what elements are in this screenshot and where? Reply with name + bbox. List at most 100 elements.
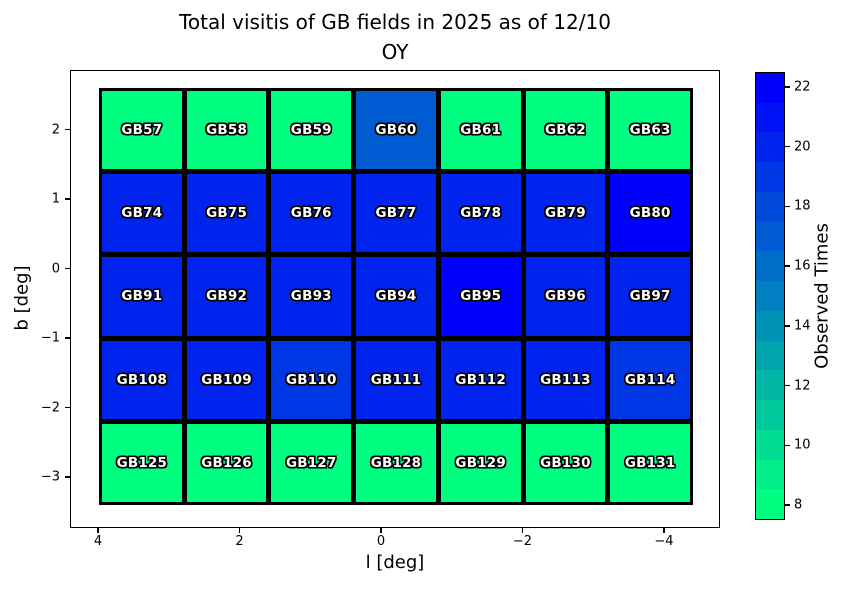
y-tick-label: −3: [40, 469, 60, 485]
field-cell-label: GB77: [375, 205, 417, 222]
field-cell-gb130: GB130: [525, 423, 606, 502]
field-cell-gb113: GB113: [525, 340, 606, 419]
colorbar-band: [756, 281, 784, 311]
field-cell-label: GB79: [544, 205, 586, 222]
field-cell-gb96: GB96: [525, 257, 606, 336]
colorbar-tick-mark: [785, 384, 790, 387]
field-cell-label: GB62: [544, 122, 586, 139]
y-tick-label: 1: [51, 191, 60, 207]
field-cell-label: GB108: [116, 371, 168, 388]
field-cell-gb109: GB109: [186, 340, 267, 419]
field-cell-gb93: GB93: [271, 257, 352, 336]
colorbar-band: [756, 191, 784, 222]
colorbar-tick-label: 20: [794, 139, 811, 155]
field-cell-label: GB128: [370, 454, 422, 471]
colorbar-tick-label: 10: [794, 437, 811, 453]
field-cell-label: GB129: [455, 454, 506, 471]
field-cell-label: GB94: [375, 288, 417, 305]
x-axis-label: l [deg]: [365, 552, 425, 573]
field-heatmap-grid: GB57 GB58 GB59 GB60 GB61 GB62 GB63 GB74 GB75 GB76…: [99, 88, 693, 505]
colorbar-tick-mark: [785, 205, 790, 208]
field-cell-gb129: GB129: [440, 423, 521, 502]
colorbar-tick-label: 16: [794, 258, 811, 274]
field-cell-label: GB114: [624, 371, 676, 388]
colorbar-band: [756, 102, 784, 133]
field-cell-gb92: GB92: [186, 257, 267, 336]
field-cell-label: GB97: [629, 288, 671, 305]
colorbar-band: [756, 132, 784, 163]
colorbar-band: [756, 73, 784, 103]
y-tick-label: 0: [51, 261, 60, 277]
y-tick-label: −1: [40, 330, 60, 346]
x-tick-label: −2: [512, 534, 533, 549]
field-cell-label: GB91: [121, 288, 163, 305]
y-tick-mark: [65, 476, 70, 478]
field-cell-label: GB110: [286, 371, 337, 388]
colorbar-band: [756, 251, 784, 282]
field-cell-gb127: GB127: [271, 423, 352, 502]
colorbar-label: Observed Times: [811, 223, 833, 369]
colorbar-band: [756, 221, 784, 252]
field-cell-gb95: GB95: [440, 257, 521, 336]
field-cell-gb114: GB114: [610, 340, 690, 419]
field-cell-label: GB130: [540, 454, 591, 471]
x-tick-label: −4: [654, 534, 674, 549]
colorbar-tick-label: 14: [794, 318, 811, 334]
field-cell-label: GB113: [540, 371, 591, 388]
x-tick-label: 0: [376, 534, 386, 549]
x-tick-mark: [97, 528, 99, 533]
colorbar-band: [756, 370, 784, 401]
field-cell-label: GB80: [629, 205, 671, 222]
colorbar-band: [756, 489, 784, 520]
field-cell-label: GB59: [290, 122, 332, 139]
chart-title-line2: OY: [381, 40, 409, 64]
field-cell-label: GB111: [370, 371, 422, 388]
field-cell-label: GB58: [206, 122, 248, 139]
field-cell-gb131: GB131: [610, 423, 690, 502]
field-cell-gb125: GB125: [102, 423, 182, 502]
colorbar-tick-label: 8: [794, 497, 803, 513]
x-tick-mark: [521, 528, 524, 533]
field-cell-label: GB75: [206, 205, 248, 222]
field-cell-gb59: GB59: [271, 91, 352, 170]
y-tick-mark: [65, 198, 70, 200]
field-cell-label: GB92: [206, 288, 248, 305]
y-axis-label: b [deg]: [11, 265, 33, 331]
field-cell-gb58: GB58: [186, 91, 267, 170]
field-cell-gb76: GB76: [271, 174, 352, 253]
field-cell-label: GB131: [624, 454, 676, 471]
y-tick-mark: [65, 267, 70, 270]
colorbar-tick-mark: [785, 504, 790, 506]
field-cell-gb74: GB74: [102, 174, 182, 253]
colorbar-band: [756, 310, 784, 341]
chart-title: Total visitis of GB fields in 2025 as of…: [0, 7, 790, 67]
field-cell-gb79: GB79: [525, 174, 606, 253]
y-tick-mark: [65, 128, 70, 131]
field-cell-label: GB61: [460, 122, 502, 139]
x-tick-mark: [380, 528, 382, 533]
field-cell-label: GB109: [201, 371, 252, 388]
field-cell-gb62: GB62: [525, 91, 606, 170]
field-cell-gb61: GB61: [440, 91, 521, 170]
field-cell-label: GB76: [290, 205, 332, 222]
field-cell-label: GB112: [455, 371, 506, 388]
y-tick-label: −2: [40, 400, 60, 416]
chart-title-line1: Total visitis of GB fields in 2025 as of…: [179, 10, 611, 34]
field-cell-gb80: GB80: [610, 174, 690, 253]
field-cell-gb63: GB63: [610, 91, 690, 170]
field-cell-label: GB57: [121, 122, 163, 139]
field-cell-label: GB63: [629, 122, 671, 139]
colorbar-tick-mark: [785, 325, 790, 327]
colorbar-tick-label: 22: [794, 79, 811, 95]
x-tick-mark: [663, 528, 665, 533]
field-cell-gb97: GB97: [610, 257, 690, 336]
x-tick-label: 4: [93, 534, 103, 549]
y-tick-mark: [65, 406, 70, 409]
field-cell-label: GB74: [121, 205, 163, 222]
field-cell-label: GB126: [201, 454, 252, 471]
colorbar-tick-mark: [785, 265, 790, 267]
field-cell-gb78: GB78: [440, 174, 521, 253]
field-cell-gb75: GB75: [186, 174, 267, 253]
colorbar-band: [756, 459, 784, 490]
x-tick-label: 2: [235, 534, 244, 549]
